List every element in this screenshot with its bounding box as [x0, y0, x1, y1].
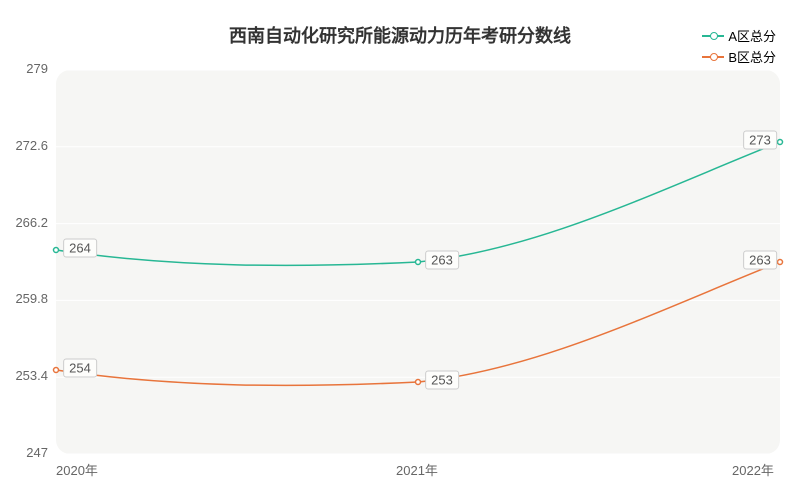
x-axis-label: 2020年 [56, 460, 98, 479]
y-axis-label: 266.2 [15, 215, 48, 230]
chart-container: 西南自动化研究所能源动力历年考研分数线 A区总分 B区总分 247253.425… [0, 0, 800, 500]
y-axis-label: 247 [26, 445, 48, 460]
data-label: 263 [743, 251, 777, 270]
data-label: 264 [63, 239, 97, 258]
data-label: 254 [63, 359, 97, 378]
y-axis-label: 253.4 [15, 368, 48, 383]
data-label: 253 [425, 371, 459, 390]
x-axis-label: 2022年 [732, 460, 774, 479]
x-axis-label: 2021年 [396, 460, 438, 479]
y-axis-label: 272.6 [15, 138, 48, 153]
data-label: 263 [425, 251, 459, 270]
chart-svg [0, 0, 800, 500]
data-label: 273 [743, 131, 777, 150]
y-axis-label: 259.8 [15, 291, 48, 306]
y-axis-label: 279 [26, 61, 48, 76]
